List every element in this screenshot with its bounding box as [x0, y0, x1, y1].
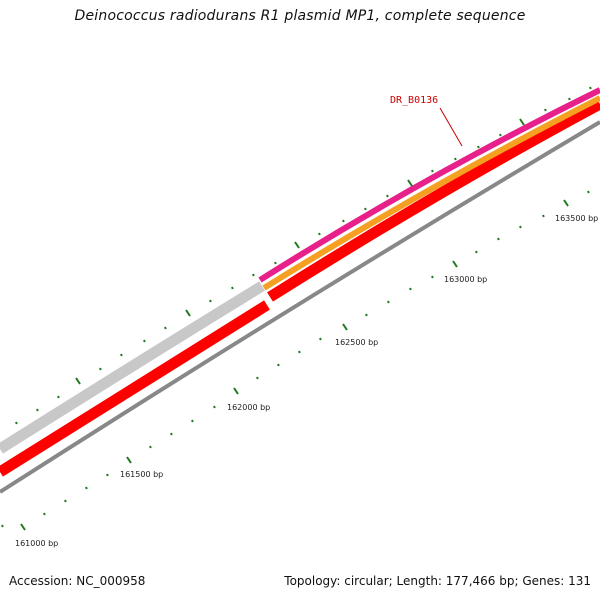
major-tick: [294, 241, 300, 249]
minor-tick: [544, 108, 547, 112]
minor-tick: [277, 363, 280, 367]
minor-tick: [568, 97, 571, 101]
major-tick: [452, 260, 458, 268]
minor-tick: [542, 214, 545, 218]
minor-tick: [477, 145, 480, 149]
minor-tick: [589, 86, 592, 90]
map-title: Deinococcus radiodurans R1 plasmid MP1, …: [74, 8, 526, 24]
major-tick: [20, 523, 26, 531]
gene-leader-line: [439, 107, 463, 147]
minor-tick: [454, 157, 457, 161]
minor-tick: [475, 250, 478, 254]
minor-tick: [587, 190, 590, 194]
minor-tick: [409, 287, 412, 291]
minor-tick: [499, 133, 502, 137]
minor-tick: [164, 326, 167, 330]
tick-label: 163500 bp: [555, 214, 598, 223]
minor-tick: [256, 376, 259, 380]
minor-tick: [43, 512, 46, 516]
minor-tick: [431, 275, 434, 279]
minor-tick: [519, 225, 522, 229]
tick-label: 162000 bp: [227, 403, 270, 412]
tick-labels: 161000 bp 161500 bp 162000 bp 162500 bp …: [15, 214, 598, 548]
major-tick: [563, 199, 569, 207]
minor-tick: [209, 299, 212, 303]
accession-text: Accession: NC_000958: [9, 574, 146, 588]
minor-tick: [57, 395, 60, 399]
gene-feature-grey[interactable]: [0, 281, 265, 454]
major-tick: [75, 377, 81, 385]
gene-label-dr-b0136[interactable]: DR_B0136: [390, 95, 438, 106]
minor-tick: [213, 405, 216, 409]
minor-tick: [99, 367, 102, 371]
minor-tick: [85, 486, 88, 490]
feature-tracks: [0, 87, 600, 494]
minor-tick: [252, 273, 255, 277]
minor-tick: [318, 232, 321, 236]
minor-tick: [387, 300, 390, 304]
minor-tick: [364, 207, 367, 211]
gene-feature-red-right[interactable]: [267, 99, 600, 302]
minor-tick: [298, 350, 301, 354]
minor-tick: [64, 499, 67, 503]
minor-tick: [497, 237, 500, 241]
genome-summary: Topology: circular; Length: 177,466 bp; …: [284, 574, 591, 588]
minor-tick: [149, 445, 152, 449]
minor-tick: [1, 524, 4, 528]
gene-feature-magenta[interactable]: [258, 87, 600, 283]
minor-tick: [431, 169, 434, 173]
major-tick: [519, 118, 525, 126]
minor-tick: [143, 339, 146, 343]
major-tick: [342, 323, 348, 331]
minor-tick: [386, 194, 389, 198]
backbone-axis: [0, 120, 600, 494]
minor-tick: [106, 473, 109, 477]
major-tick: [407, 179, 413, 187]
tick-label: 161000 bp: [15, 539, 58, 548]
minor-tick: [120, 353, 123, 357]
major-tick: [185, 309, 191, 317]
bp-ticks: [1, 86, 592, 531]
tick-label: 161500 bp: [120, 470, 163, 479]
minor-tick: [15, 421, 18, 425]
minor-tick: [342, 219, 345, 223]
gene-feature-red-left[interactable]: [0, 300, 270, 477]
tick-label: 163000 bp: [444, 275, 487, 284]
minor-tick: [274, 261, 277, 265]
gene-feature-orange[interactable]: [262, 95, 600, 291]
minor-tick: [319, 337, 322, 341]
major-tick: [126, 456, 132, 464]
minor-tick: [191, 419, 194, 423]
minor-tick: [36, 408, 39, 412]
major-tick: [233, 387, 239, 395]
minor-tick: [365, 313, 368, 317]
tick-label: 162500 bp: [335, 338, 378, 347]
minor-tick: [170, 432, 173, 436]
minor-tick: [231, 286, 234, 290]
